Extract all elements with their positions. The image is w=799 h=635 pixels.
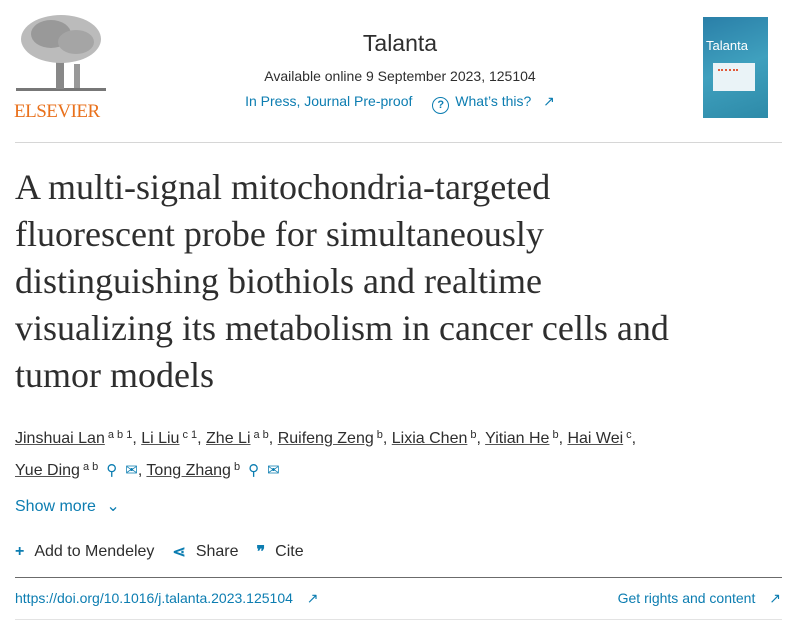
doi-text: https://doi.org/10.1016/j.talanta.2023.1… bbox=[15, 590, 293, 606]
availability-date: Available online 9 September 2023, 12510… bbox=[264, 68, 536, 84]
get-rights-link[interactable]: Get rights and content ↗ bbox=[618, 590, 781, 607]
divider bbox=[15, 619, 782, 620]
cite-button[interactable]: Cite bbox=[275, 543, 304, 560]
share-icon: ⋖ bbox=[172, 544, 186, 561]
title-line: fluorescent probe for simultaneously bbox=[15, 214, 544, 254]
divider bbox=[15, 577, 782, 578]
author-link[interactable]: Jinshuai Lan bbox=[15, 430, 105, 447]
external-link-icon: ↗ bbox=[543, 93, 555, 109]
help-icon[interactable]: ? bbox=[432, 97, 450, 114]
author-list: Jinshuai Lan a b 1, Li Liu c 1, Zhe Li a b,… bbox=[15, 429, 637, 479]
author-link[interactable]: Lixia Chen bbox=[391, 430, 468, 447]
divider bbox=[15, 142, 782, 143]
email-icon[interactable]: ✉ bbox=[125, 462, 138, 479]
status-link[interactable]: In Press, Journal Pre-proof bbox=[245, 93, 413, 109]
author-link[interactable]: Yue Ding bbox=[15, 462, 80, 479]
author-link[interactable]: Yitian He bbox=[485, 430, 550, 447]
doi-link[interactable]: https://doi.org/10.1016/j.talanta.2023.1… bbox=[15, 590, 319, 607]
title-line: A multi-signal mitochondria-targeted bbox=[15, 167, 551, 207]
chevron-down-icon: ⌄ bbox=[106, 498, 120, 515]
title-line: distinguishing biothiols and realtime bbox=[15, 261, 542, 301]
plus-icon: + bbox=[15, 543, 25, 560]
author-link[interactable]: Hai Wei bbox=[567, 430, 624, 447]
affiliation-sup: b bbox=[552, 429, 559, 441]
rights-text: Get rights and content bbox=[617, 590, 756, 606]
article-status: In Press, Journal Pre-proof ? What’s this… bbox=[190, 93, 610, 114]
share-button[interactable]: Share bbox=[195, 543, 239, 560]
person-icon[interactable]: ⚲ bbox=[248, 462, 260, 479]
affiliation-sup: b bbox=[470, 429, 477, 441]
email-icon[interactable]: ✉ bbox=[267, 462, 280, 479]
show-more-button[interactable]: Show more ⌄ bbox=[15, 496, 120, 516]
affiliation-sup: b bbox=[233, 461, 241, 473]
journal-cover[interactable]: Talanta bbox=[703, 17, 768, 118]
affiliation-sup: a b bbox=[253, 429, 269, 441]
affiliation-sup: c bbox=[626, 429, 632, 441]
elsevier-tree-icon bbox=[16, 15, 106, 91]
article-title: A multi-signal mitochondria-targeted flu… bbox=[15, 164, 669, 399]
cover-title: Talanta bbox=[706, 38, 748, 53]
affiliation-sup: a b bbox=[82, 461, 99, 473]
author-link[interactable]: Li Liu bbox=[141, 430, 180, 447]
author-link[interactable]: Tong Zhang bbox=[146, 462, 231, 479]
title-line: tumor models bbox=[15, 355, 214, 395]
affiliation-sup: a b 1 bbox=[107, 429, 133, 441]
elsevier-logo[interactable]: ELSEVIER bbox=[14, 14, 108, 122]
add-to-mendeley-button[interactable]: Add to Mendeley bbox=[34, 543, 155, 560]
affiliation-sup: b bbox=[376, 429, 383, 441]
journal-title[interactable]: Talanta bbox=[362, 30, 438, 56]
elsevier-wordmark: ELSEVIER bbox=[14, 101, 100, 122]
external-link-icon: ↗ bbox=[306, 590, 319, 606]
show-more-label: Show more bbox=[15, 498, 96, 515]
affiliation-sup: c 1 bbox=[182, 429, 198, 441]
author-link[interactable]: Zhe Li bbox=[206, 430, 251, 447]
whats-this-link[interactable]: What’s this? bbox=[455, 93, 532, 109]
author-link[interactable]: Ruifeng Zeng bbox=[277, 430, 374, 447]
external-link-icon: ↗ bbox=[769, 590, 781, 606]
title-line: visualizing its metabolism in cancer cel… bbox=[15, 308, 669, 348]
cover-graphic bbox=[713, 63, 755, 91]
article-actions: + Add to Mendeley ⋖ Share ❞ Cite bbox=[15, 542, 322, 562]
quote-icon: ❞ bbox=[256, 544, 266, 561]
person-icon[interactable]: ⚲ bbox=[106, 462, 118, 479]
